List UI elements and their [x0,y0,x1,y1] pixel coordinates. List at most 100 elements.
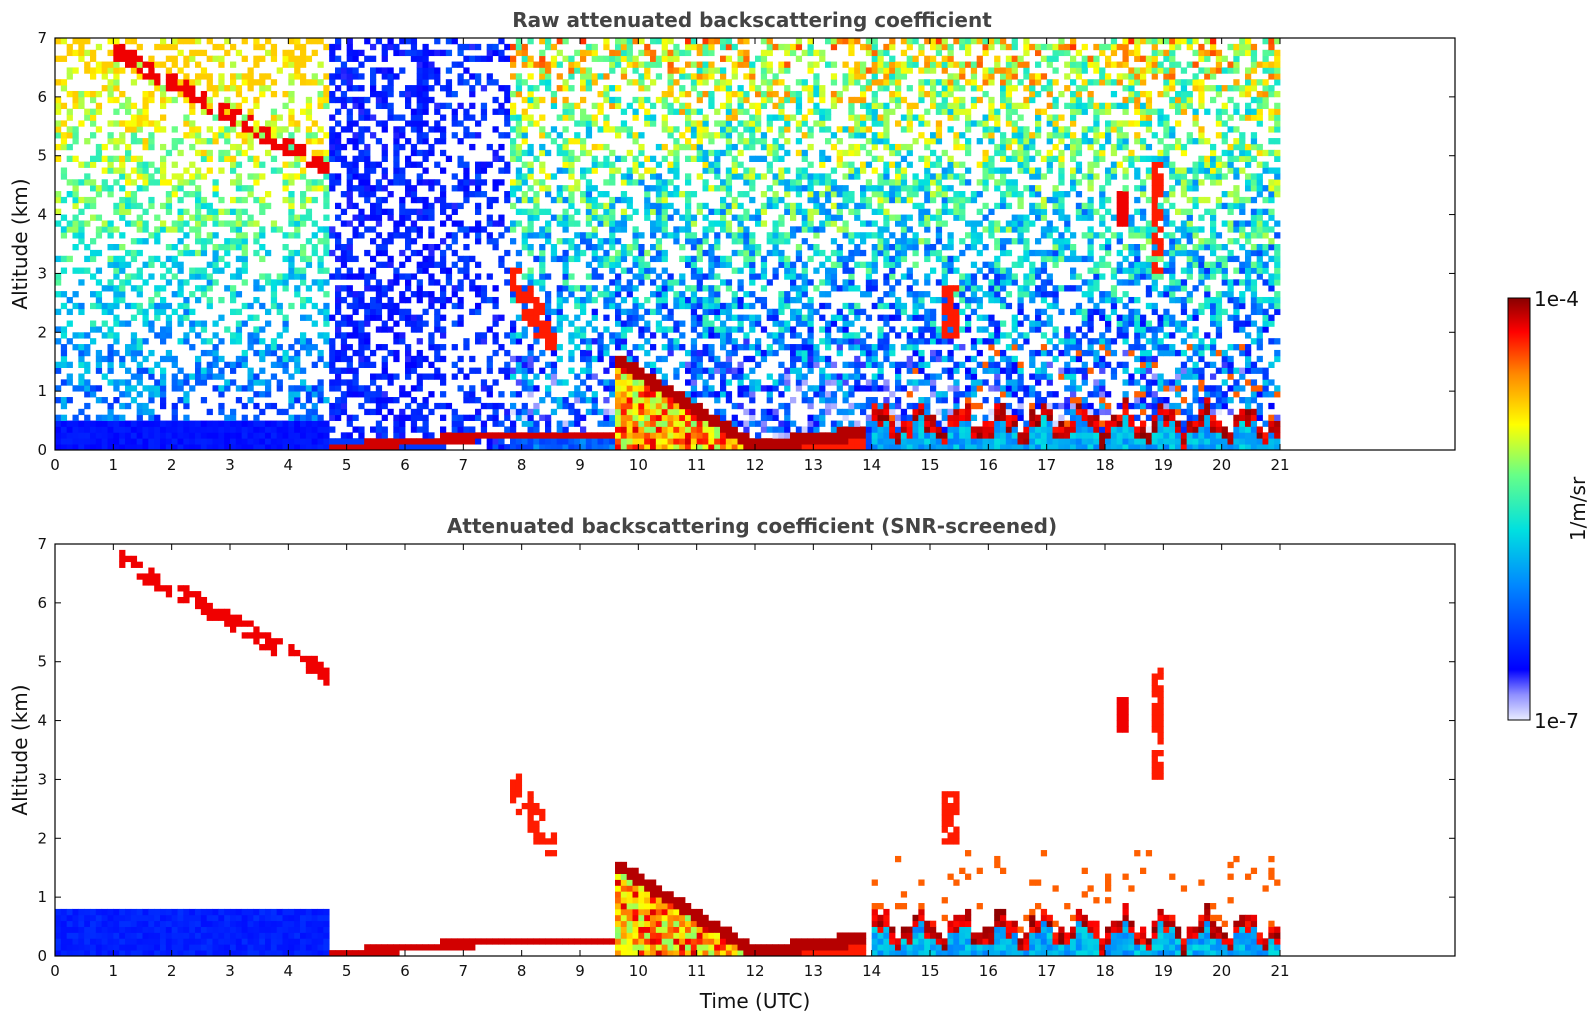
heatmap-cell [375,202,383,210]
heatmap-cell [825,438,832,445]
heatmap-cell [253,173,260,180]
heatmap-cell [661,291,668,298]
heatmap-cell [585,85,593,92]
heatmap-cell [142,320,149,327]
heatmap-cell [60,55,68,62]
heatmap-cell [527,296,534,304]
heatmap-cell [130,196,138,204]
heatmap-cell [259,326,266,333]
heatmap-cell [463,132,470,139]
heatmap-cell [486,273,493,280]
heatmap-cell [300,279,307,286]
heatmap-cell [696,426,703,433]
heatmap-cell [160,444,167,451]
heatmap-cell [130,426,138,433]
heatmap-cell [690,73,698,80]
heatmap-cell [422,438,429,445]
heatmap-cell [416,361,423,368]
heatmap-cell [235,143,243,151]
heatmap-cell [270,432,278,439]
heatmap-cell [189,226,196,233]
heatmap-cell [772,320,779,327]
heatmap-cell [305,344,313,351]
heatmap-cell [632,314,639,321]
heatmap-cell [410,226,418,233]
heatmap-cell [212,185,219,192]
heatmap-cell [696,132,703,139]
heatmap-cell [749,173,756,180]
heatmap-cell [305,385,313,392]
heatmap-cell [288,402,295,410]
heatmap-cell [95,102,103,110]
heatmap-cell [276,355,283,363]
heatmap-cell [381,355,388,363]
heatmap-cell [830,438,838,445]
heatmap-cell [574,432,581,439]
heatmap-cell [504,332,511,339]
heatmap-cell [708,373,715,380]
heatmap-cell [329,96,336,104]
heatmap-cell [387,79,394,86]
heatmap-cell [708,102,715,110]
heatmap-cell [212,373,219,380]
heatmap-cell [370,302,377,310]
heatmap-cell [148,202,155,210]
heatmap-cell [545,226,552,233]
heatmap-cell [317,444,324,451]
heatmap-cell [346,391,353,398]
heatmap-cell [813,73,820,80]
heatmap-cell [323,338,330,345]
heatmap-cell [405,349,412,357]
heatmap-cell [125,220,132,227]
heatmap-cell [708,308,715,316]
heatmap-cell [393,444,400,451]
heatmap-cell [510,273,517,280]
heatmap-cell [288,202,295,210]
heatmap-cell [772,226,779,233]
heatmap-cell [813,90,820,98]
heatmap-cell [200,73,208,80]
heatmap-cell [562,161,569,168]
heatmap-cell [784,126,791,133]
heatmap-cell [136,249,143,257]
heatmap-cell [422,155,429,162]
heatmap-cell [609,385,616,392]
heatmap-cell [784,326,791,333]
heatmap-cell [457,220,464,227]
heatmap-cell [772,173,779,180]
heatmap-cell [772,385,779,392]
heatmap-cell [755,220,762,227]
heatmap-cell [247,143,254,151]
heatmap-cell [142,367,149,374]
heatmap-cell [708,349,715,357]
heatmap-cell [521,302,528,310]
heatmap-cell [311,220,318,227]
heatmap-cell [632,167,639,174]
heatmap-cell [498,55,505,62]
heatmap-cell [125,96,132,104]
heatmap-cell [451,38,458,45]
heatmap-cell [212,432,219,439]
heatmap-cell [492,49,499,57]
heatmap-cell [492,314,499,321]
heatmap-cell [585,43,593,51]
heatmap-cell [609,67,616,74]
heatmap-cell [422,373,429,380]
heatmap-cell [90,420,97,427]
heatmap-cell [632,261,639,268]
heatmap-cell [632,420,639,427]
heatmap-cell [241,385,248,392]
heatmap-cell [160,308,167,316]
heatmap-cell [300,61,307,68]
heatmap-cell [189,308,196,316]
heatmap-cell [247,220,254,227]
heatmap-cell [591,161,598,168]
heatmap-cell [346,185,353,192]
heatmap-cell [720,185,727,192]
heatmap-cell [585,132,593,139]
heatmap-cell [760,79,768,86]
heatmap-cell [568,367,575,374]
heatmap-cell [340,285,348,292]
heatmap-cell [195,49,202,57]
heatmap-cell [195,126,202,133]
